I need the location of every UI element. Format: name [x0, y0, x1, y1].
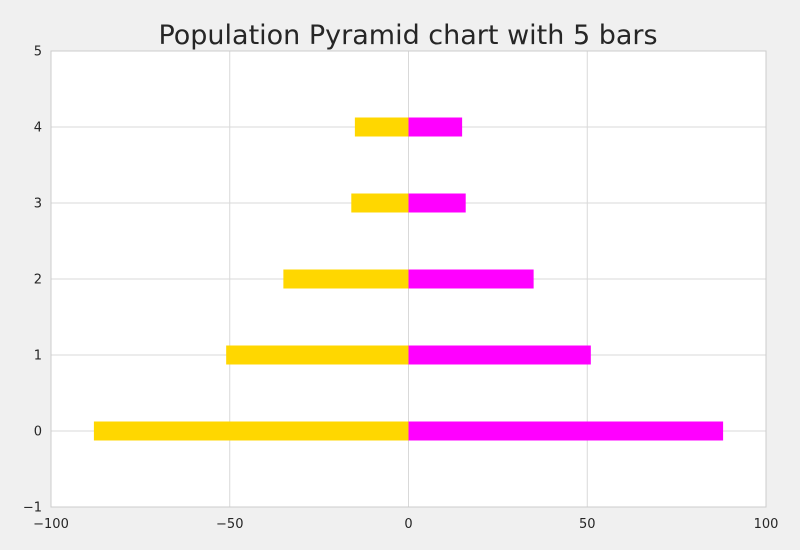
y-tick-label-0: −1	[23, 501, 42, 516]
tick-labels: −100 −50 0 50 100 −1 0 1 2 3 4 5	[23, 45, 779, 533]
bar-series-1-category-1	[408, 345, 591, 365]
bars	[93, 117, 724, 441]
y-tick-label-1: 0	[34, 425, 42, 440]
y-tick-label-4: 3	[34, 197, 42, 212]
bar-series-0-category-1	[226, 345, 409, 365]
y-tick-label-3: 2	[34, 273, 42, 288]
x-tick-label-1: −50	[216, 517, 243, 532]
x-tick-label-3: 50	[579, 517, 596, 532]
bar-series-0-category-4	[354, 117, 409, 137]
x-tick-label-0: −100	[33, 517, 69, 532]
bar-series-1-category-4	[408, 117, 463, 137]
x-tick-label-4: 100	[754, 517, 779, 532]
x-tick-label-2: 0	[404, 517, 412, 532]
plot-frame	[50, 50, 767, 508]
bar-series-1-category-2	[408, 269, 534, 289]
bar-series-0-category-2	[283, 269, 409, 289]
y-tick-label-5: 4	[34, 121, 42, 136]
bar-series-0-category-3	[351, 193, 409, 213]
y-tick-label-6: 5	[34, 45, 42, 60]
bar-series-1-category-0	[408, 421, 724, 441]
bar-series-1-category-3	[408, 193, 466, 213]
bar-series-0-category-0	[93, 421, 409, 441]
y-tick-label-2: 1	[34, 349, 42, 364]
chart-title: Population Pyramid chart with 5 bars	[158, 20, 657, 51]
